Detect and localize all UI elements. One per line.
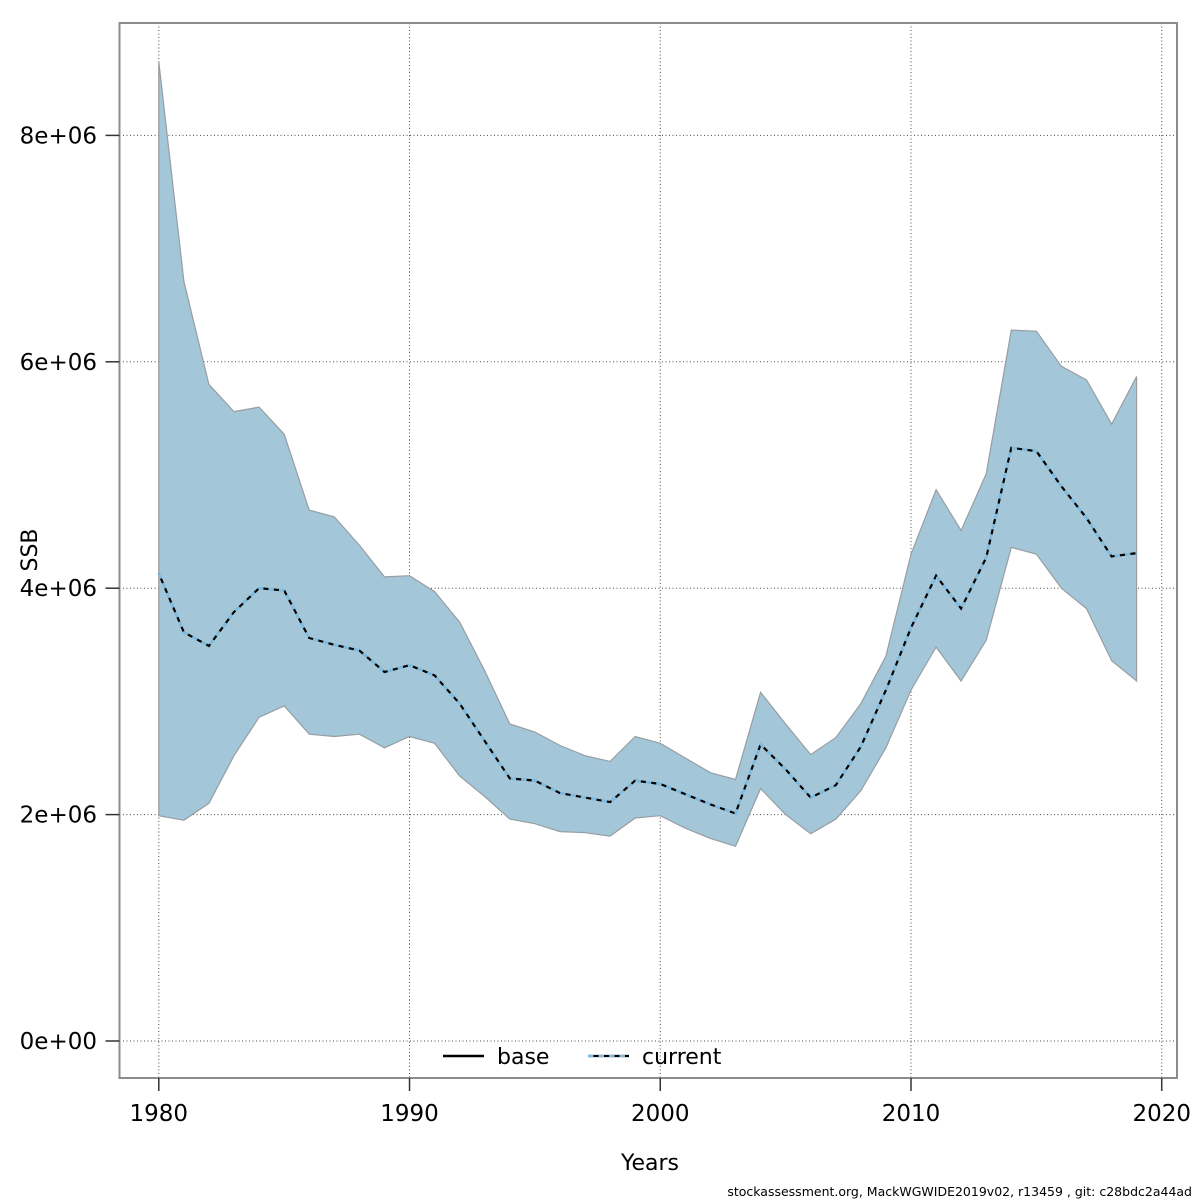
- current-line: [157, 446, 1137, 816]
- y-tick-label: 8e+06: [20, 123, 97, 149]
- x-tick-label: 1980: [130, 1101, 189, 1127]
- x-axis-ticks: [158, 1078, 1163, 1091]
- legend-current-label: current: [642, 1045, 722, 1070]
- plot-border: [118, 22, 1178, 1079]
- legend-base-label: base: [497, 1045, 549, 1070]
- x-axis-tick-labels: 1980 1990 2000 2010 2020: [130, 1101, 1191, 1127]
- y-tick-label: 4e+06: [20, 576, 97, 602]
- x-tick-label: 2010: [882, 1101, 941, 1127]
- y-tick-label: 6e+06: [20, 350, 97, 376]
- legend: base current: [443, 1045, 722, 1070]
- y-axis-title: SSB: [18, 528, 43, 571]
- y-axis-tick-labels: 0e+00 2e+06 4e+06 6e+06 8e+06: [20, 123, 97, 1055]
- x-tick-label: 2000: [631, 1101, 690, 1127]
- confidence-band: [158, 61, 1138, 848]
- y-axis-ticks: [105, 134, 120, 1042]
- x-tick-label: 1990: [380, 1101, 439, 1127]
- y-tick-label: 2e+06: [20, 803, 97, 829]
- x-axis-title: Years: [620, 1151, 679, 1176]
- footer-credit: stockassessment.org, MackWGWIDE2019v02, …: [727, 1184, 1192, 1199]
- y-tick-label: 0e+00: [20, 1029, 97, 1055]
- x-tick-label: 2020: [1132, 1101, 1191, 1127]
